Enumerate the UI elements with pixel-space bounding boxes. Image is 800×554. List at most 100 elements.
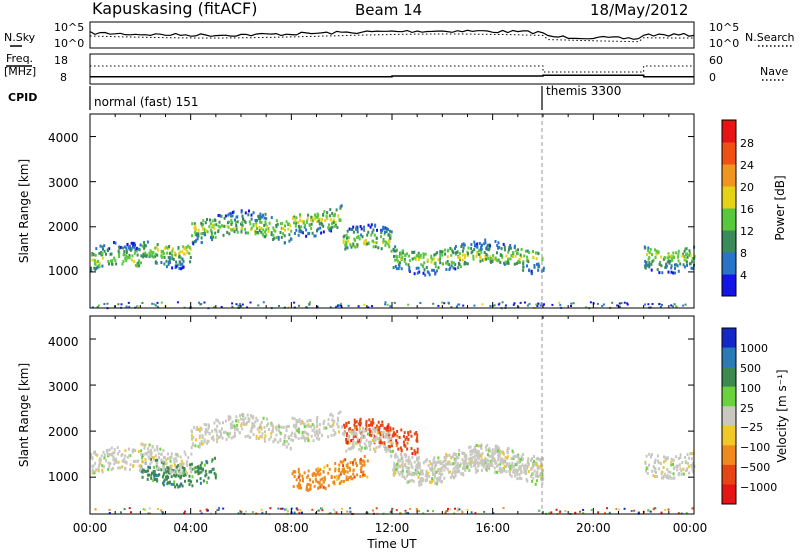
velocity-echo-cell — [663, 472, 666, 476]
power-echo-cell — [507, 257, 510, 261]
velocity-echo-cell — [170, 482, 173, 486]
power-echo-cell — [226, 224, 229, 228]
velocity-echo-cell — [280, 425, 283, 429]
velocity-echo-cell — [277, 507, 280, 510]
velocity-echo-cell — [299, 422, 302, 426]
velocity-echo-cell — [372, 427, 375, 431]
power-echo-cell — [480, 250, 483, 254]
velocity-echo-cell — [518, 476, 521, 480]
power-echo-cell — [524, 301, 526, 304]
velocity-echo-cell — [435, 470, 438, 474]
velocity-echo-cell — [687, 461, 689, 465]
velocity-echo-cell — [484, 461, 487, 465]
velocity-echo-cell — [194, 444, 197, 448]
power-echo-cell — [497, 246, 500, 250]
power-echo-cell — [98, 261, 101, 265]
velocity-echo-cell — [142, 453, 145, 457]
velocity-echo-cell — [268, 428, 271, 431]
velocity-echo-cell — [347, 437, 350, 441]
power-echo-cell — [430, 260, 433, 264]
velocity-echo-cell — [449, 508, 452, 511]
velocity-echo-cell — [518, 472, 521, 476]
power-echo-cell — [454, 245, 457, 248]
velocity-echo-cell — [491, 464, 494, 468]
power-echo-cell — [363, 240, 366, 244]
power-echo-cell — [262, 301, 265, 304]
velocity-echo-cell — [422, 461, 425, 465]
beam-title: Beam 14 — [355, 1, 422, 19]
velocity-echo-cell — [502, 467, 505, 471]
velocity-echo-cell — [371, 418, 374, 422]
power-echo-cell — [671, 305, 674, 308]
velocity-echo-cell — [263, 426, 266, 429]
power-colorbar-swatches — [722, 120, 736, 297]
velocity-echo-cell — [405, 466, 408, 470]
velocity-echo-cell — [231, 425, 234, 429]
velocity-echo-cell — [474, 460, 476, 464]
power-echo-cell — [168, 245, 171, 248]
power-echo-cell — [489, 244, 491, 248]
power-echo-cell — [115, 262, 118, 266]
power-echo-cell — [461, 258, 464, 262]
power-echo-cell — [384, 243, 387, 247]
velocity-echo-cell — [422, 512, 425, 515]
velocity-echo-cell — [205, 428, 207, 431]
velocity-echo-cell — [369, 423, 372, 427]
power-echo-cell — [487, 243, 490, 247]
velocity-echo-cell — [274, 438, 277, 442]
velocity-echo-cell — [473, 458, 476, 462]
velocity-echo-cell — [184, 470, 187, 474]
velocity-echo-cell — [308, 425, 311, 428]
velocity-echo-cell — [229, 415, 232, 419]
power-echo-cell — [466, 254, 469, 258]
velocity-echo-cell — [142, 508, 145, 511]
velocity-echo-cell — [285, 425, 288, 429]
power-echo-cell — [518, 258, 521, 262]
velocity-echo-cell — [668, 475, 671, 479]
velocity-echo-cell — [90, 456, 93, 460]
velocity-echo-cell — [380, 441, 382, 445]
power-echo-cell — [655, 249, 658, 253]
power-echo-cell — [236, 220, 239, 224]
vel-cb-neg500: −500 — [740, 461, 770, 474]
velocity-echo-cell — [298, 511, 301, 514]
power-echo-cell — [171, 257, 174, 260]
power-echo-cell — [333, 224, 336, 228]
power-echo-cell — [684, 257, 687, 260]
velocity-echo-cell — [535, 479, 538, 483]
power-echo-cell — [212, 235, 214, 239]
power-echo-cell — [256, 218, 258, 222]
velocity-echo-cell — [369, 448, 372, 452]
power-ytick-3000: 3000 — [48, 176, 79, 190]
power-echo-cell — [335, 305, 337, 308]
velocity-echo-cell — [149, 452, 152, 456]
power-echo-cell — [356, 245, 359, 249]
velocity-ytick-3000: 3000 — [48, 380, 79, 394]
velocity-echo-cell — [309, 483, 312, 487]
velocity-echo-cell — [521, 458, 524, 462]
velocity-echo-cell — [409, 507, 412, 510]
velocity-echo-cell — [191, 430, 194, 434]
power-echo-cell — [260, 230, 263, 234]
velocity-echo-cell — [284, 434, 287, 437]
velocity-echo-cell — [199, 442, 201, 446]
power-echo-cell — [508, 248, 510, 252]
velocity-echo-cell — [454, 459, 457, 463]
velocity-colorbar: 1000 500 100 25 −25 −100 −500 −1000 Velo… — [721, 327, 789, 505]
velocity-echo-cell — [339, 481, 342, 485]
velocity-echo-cell — [172, 482, 175, 486]
velocity-echo-cell — [532, 459, 535, 463]
power-echo-cell — [486, 247, 489, 251]
velocity-echo-cell — [379, 438, 382, 442]
velocity-echo-cell — [368, 440, 370, 444]
velocity-echo-cell — [183, 467, 186, 471]
power-echo-cell — [682, 252, 685, 256]
velocity-echo-cell — [174, 474, 177, 478]
power-echo-cell — [123, 245, 126, 249]
cpid-mode-normal: normal (fast) 151 — [94, 95, 198, 109]
power-echo-cell — [675, 263, 678, 267]
power-echo-cell — [156, 243, 159, 247]
power-echo-cell — [413, 272, 416, 276]
power-echo-cell — [230, 222, 233, 226]
power-echo-cell — [310, 218, 312, 222]
